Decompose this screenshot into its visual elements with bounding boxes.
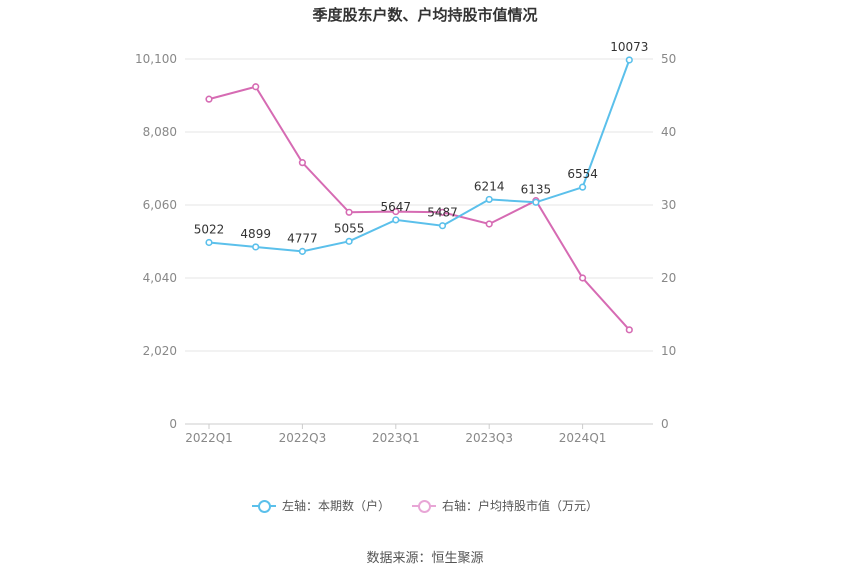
data-point-holders: [252, 243, 260, 251]
data-label-holders: 5647: [381, 200, 412, 214]
legend-label-left: 左轴：本期数（户）: [281, 499, 390, 513]
data-label-holders: 5022: [194, 223, 225, 237]
legend-swatch-right: [412, 499, 436, 513]
x-axis-tick-label: 2023Q3: [465, 431, 513, 445]
legend-item-left[interactable]: 左轴：本期数（户）: [251, 497, 390, 514]
left-axis-tick-label: 0: [169, 417, 177, 431]
data-point-avg-value: [345, 208, 353, 216]
right-axis-tick-label: 20: [661, 271, 676, 285]
left-axis-tick-label: 6,060: [143, 198, 177, 212]
data-point-avg-value: [625, 326, 633, 334]
left-axis-tick-label: 4,040: [143, 271, 177, 285]
series-line-holders: [208, 59, 631, 253]
data-point-avg-value: [298, 159, 307, 167]
legend-swatch-left: [251, 499, 276, 513]
data-label-holders: 10073: [610, 40, 648, 54]
data-point-avg-value: [578, 274, 587, 282]
data-label-holders: 4777: [287, 231, 318, 245]
data-point-avg-value: [392, 207, 400, 216]
data-point-holders: [532, 198, 540, 206]
data-point-holders: [625, 56, 633, 64]
data-point-holders: [345, 237, 353, 245]
data-point-avg-value: [485, 220, 493, 228]
data-point-holders: [205, 238, 213, 247]
data-point-avg-value: [252, 83, 260, 91]
data-label-holders: 5055: [334, 221, 365, 235]
right-axis-tick-label: 0: [661, 417, 669, 431]
legend-label-right: 右轴：户均持股市值（万元）: [442, 499, 599, 513]
left-axis-tick-label: 8,080: [143, 125, 177, 139]
right-axis-tick-label: 10: [661, 344, 676, 358]
data-label-holders: 6135: [521, 182, 552, 196]
data-point-holders: [298, 247, 307, 255]
data-point-holders: [485, 195, 493, 204]
right-axis-tick-label: 50: [661, 52, 676, 66]
data-label-holders: 6554: [567, 167, 598, 181]
x-axis-tick-label: 2024Q1: [559, 431, 607, 445]
data-point-avg-value: [438, 208, 447, 216]
x-axis-tick-label: 2022Q1: [185, 431, 233, 445]
right-axis-tick-label: 30: [661, 198, 676, 212]
data-label-holders: 6214: [474, 179, 505, 193]
data-point-holders: [578, 183, 587, 191]
data-point-holders: [438, 222, 447, 230]
series-line-avg-value: [208, 85, 631, 331]
x-axis-tick-label: 2023Q1: [372, 431, 420, 445]
data-source: 数据来源：恒生聚源: [366, 551, 484, 566]
data-label-holders: 4899: [240, 227, 271, 241]
x-axis-tick-label: 2022Q3: [279, 431, 327, 445]
left-axis-tick-label: 2,020: [143, 344, 177, 358]
data-point-avg-value: [205, 95, 213, 103]
data-label-holders: 5487: [427, 206, 458, 220]
left-axis-tick-label: 10,100: [135, 52, 177, 66]
data-point-holders: [392, 216, 400, 224]
legend-item-right[interactable]: 右轴：户均持股市值（万元）: [412, 497, 598, 514]
legend: 左轴：本期数（户） 右轴：户均持股市值（万元）: [0, 497, 850, 514]
right-axis-tick-label: 40: [661, 125, 676, 139]
chart-title: 季度股东户数、户均持股市值情况: [312, 6, 538, 24]
